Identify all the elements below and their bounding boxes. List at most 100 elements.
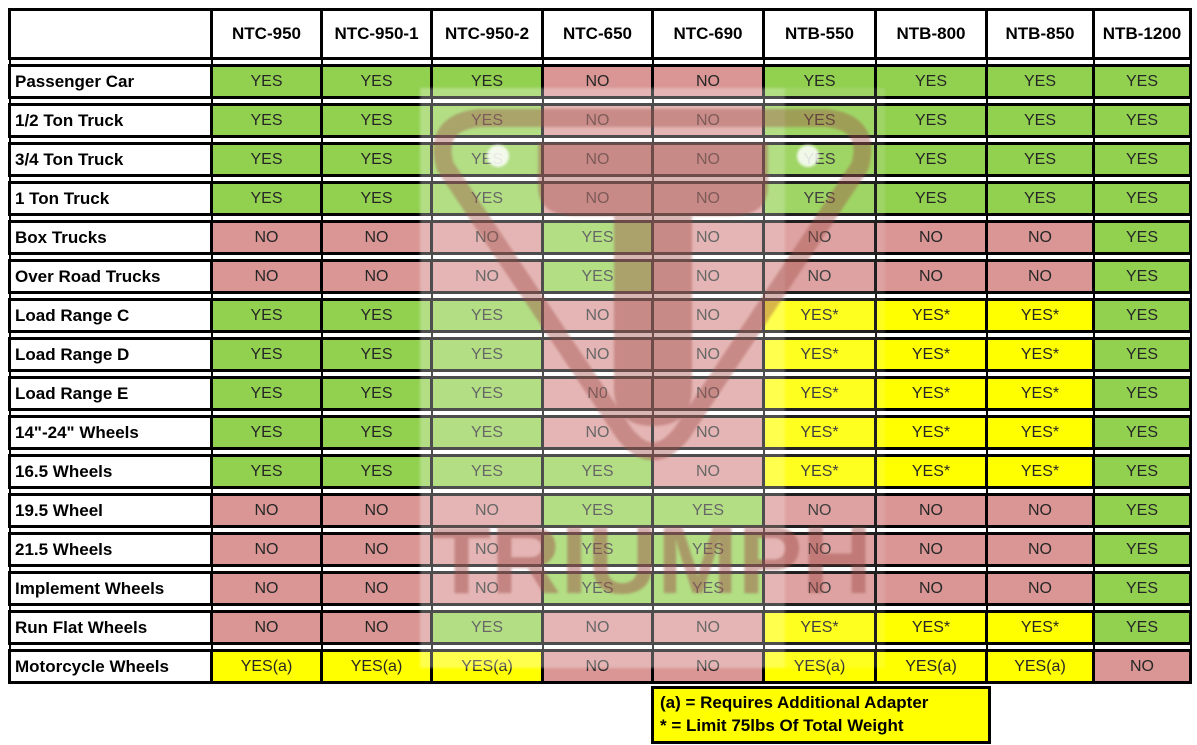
table-cell: YES(a)	[762, 649, 877, 684]
spacer-cell	[210, 253, 323, 261]
table-cell: NO	[430, 493, 544, 528]
spacer-cell	[651, 409, 765, 417]
table-cell: NO	[541, 610, 654, 645]
column-header-ntc-690: NTC-690	[651, 8, 765, 60]
spacer-cell	[541, 643, 654, 651]
table-cell: NO	[541, 181, 654, 216]
table-cell: YES	[320, 103, 433, 138]
table-cell: YES	[985, 103, 1095, 138]
row-label: 21.5 Wheels	[8, 532, 213, 567]
table-cell: YES*	[762, 337, 877, 372]
table-row: Load Range E YES YES YES N0 NO YES* YES* YES* YES	[8, 376, 1192, 411]
table-row: 3/4 Ton Truck YES YES YES NO NO YES YES YES YES	[8, 142, 1192, 177]
table-cell: YES	[651, 493, 765, 528]
table-cell: NO	[541, 64, 654, 99]
table-cell: NO	[651, 610, 765, 645]
row-spacer	[8, 136, 1192, 144]
table-cell: YES*	[762, 454, 877, 489]
column-header-ntc-950-2: NTC-950-2	[430, 8, 544, 60]
column-header-ntc-650: NTC-650	[541, 8, 654, 60]
row-spacer	[8, 370, 1192, 378]
table-cell: YES	[1092, 103, 1192, 138]
table-cell: YES*	[762, 376, 877, 411]
spacer-cell	[210, 370, 323, 378]
spacer-cell	[8, 487, 213, 495]
table-cell: NO	[651, 376, 765, 411]
table-cell: NO	[651, 649, 765, 684]
spacer-cell	[651, 253, 765, 261]
table-row: Load Range D YES YES YES NO NO YES* YES* YES* YES	[8, 337, 1192, 372]
spacer-cell	[320, 175, 433, 183]
spacer-cell	[8, 604, 213, 612]
spacer-cell	[874, 253, 988, 261]
spacer-cell	[762, 448, 877, 456]
spacer-cell	[874, 643, 988, 651]
table-cell: NO	[210, 220, 323, 255]
spacer-cell	[430, 253, 544, 261]
table-cell: YES	[1092, 181, 1192, 216]
table-cell: YES	[1092, 64, 1192, 99]
table-cell: YES	[541, 454, 654, 489]
table-cell: NO	[320, 532, 433, 567]
spacer-cell	[541, 97, 654, 105]
table-cell: NO	[651, 259, 765, 294]
table-cell: YES	[1092, 571, 1192, 606]
table-cell: YES	[541, 493, 654, 528]
table-row: Over Road Trucks NO NO NO YES NO NO NO NO YES	[8, 259, 1192, 294]
spacer-cell	[985, 409, 1095, 417]
table-cell: NO	[541, 337, 654, 372]
row-label: 14"-24" Wheels	[8, 415, 213, 450]
table-cell: NO	[874, 571, 988, 606]
spacer-cell	[874, 136, 988, 144]
row-label: 3/4 Ton Truck	[8, 142, 213, 177]
table-cell: YES	[430, 337, 544, 372]
table-cell: YES	[874, 103, 988, 138]
table-row: 16.5 Wheels YES YES YES YES NO YES* YES* YES* YES	[8, 454, 1192, 489]
table-cell: YES	[1092, 376, 1192, 411]
table-cell: YES	[874, 181, 988, 216]
spacer-cell	[1092, 58, 1192, 66]
table-cell: YES*	[985, 337, 1095, 372]
table-cell: YES*	[985, 415, 1095, 450]
spacer-cell	[210, 331, 323, 339]
spacer-cell	[762, 331, 877, 339]
spacer-cell	[430, 97, 544, 105]
table-row: Box Trucks NO NO NO YES NO NO NO NO YES	[8, 220, 1192, 255]
table-cell: YES	[210, 376, 323, 411]
spacer-cell	[1092, 565, 1192, 573]
footnote-weight-note: * = Limit 75lbs Of Total Weight	[660, 716, 904, 735]
table-cell: YES	[762, 103, 877, 138]
spacer-cell	[651, 58, 765, 66]
table-cell: NO	[651, 220, 765, 255]
table-cell: YES	[430, 610, 544, 645]
row-spacer	[8, 97, 1192, 105]
spacer-cell	[651, 292, 765, 300]
table-row: Motorcycle Wheels YES(a) YES(a) YES(a) NO NO Y…	[8, 649, 1192, 684]
row-label: 1/2 Ton Truck	[8, 103, 213, 138]
table-cell: YES	[762, 181, 877, 216]
spacer-cell	[210, 643, 323, 651]
table-cell: YES	[874, 142, 988, 177]
spacer-cell	[430, 448, 544, 456]
table-cell: YES	[430, 454, 544, 489]
row-spacer	[8, 331, 1192, 339]
table-cell: NO	[762, 220, 877, 255]
table-cell: NO	[762, 532, 877, 567]
spacer-cell	[762, 526, 877, 534]
table-cell: NO	[985, 532, 1095, 567]
spacer-cell	[985, 487, 1095, 495]
spacer-cell	[1092, 370, 1192, 378]
spacer-cell	[762, 409, 877, 417]
row-label: 1 Ton Truck	[8, 181, 213, 216]
spacer-cell	[430, 604, 544, 612]
spacer-cell	[320, 214, 433, 222]
table-cell: NO	[762, 493, 877, 528]
spacer-cell	[1092, 253, 1192, 261]
table-cell: NO	[985, 571, 1095, 606]
spacer-cell	[651, 97, 765, 105]
table-cell: YES	[320, 337, 433, 372]
spacer-cell	[874, 604, 988, 612]
spacer-cell	[874, 526, 988, 534]
spacer-cell	[541, 292, 654, 300]
spacer-cell	[541, 175, 654, 183]
